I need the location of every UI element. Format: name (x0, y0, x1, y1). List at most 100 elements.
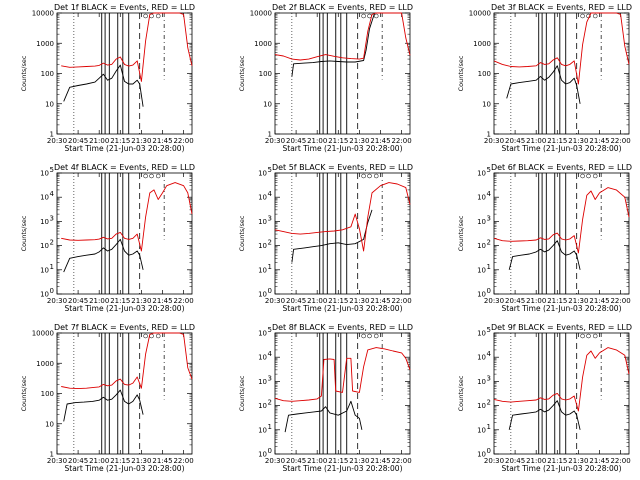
y-tick-label: 10000 (469, 10, 491, 18)
x-tick-label: 21:30 (349, 137, 369, 145)
y-tick-label: 10 (258, 330, 267, 338)
event-flag-icon (361, 13, 366, 19)
x-tick-label: 21:00 (526, 297, 546, 305)
panel-title: Det 3f BLACK = Events, RED = LLD (491, 3, 632, 12)
event-flag-icon (374, 173, 379, 179)
x-tick-label: 22:00 (391, 297, 411, 305)
panel-title: Det 2f BLACK = Events, RED = LLD (272, 3, 413, 12)
y-axis-label: Counts/sec (457, 55, 465, 91)
y-tick-label: 1000 (473, 40, 491, 48)
x-tick-label: 22:00 (610, 297, 630, 305)
plot-frame (493, 332, 630, 455)
lld-series-line (493, 347, 630, 412)
x-tick-label: 21:00 (526, 457, 546, 465)
x-tick-label: 20:30 (47, 297, 67, 305)
y-tick-exponent: 0 (268, 287, 272, 295)
y-tick-label: 10 (477, 242, 486, 250)
event-flag-icon (586, 173, 591, 179)
x-tick-label: 21:00 (526, 137, 546, 145)
y-tick-label: 10 (258, 291, 267, 299)
y-tick-label: 10 (258, 218, 267, 226)
x-tick-label: 21:15 (110, 297, 130, 305)
events-series-line (63, 238, 144, 273)
event-flag-icon (367, 333, 372, 339)
y-axis-label: Counts/sec (238, 375, 246, 411)
x-tick-label: 21:30 (568, 297, 588, 305)
plot-frame (56, 12, 193, 135)
event-flag-icon (156, 13, 161, 19)
plot-frame (493, 12, 630, 135)
panel-title: Det 7f BLACK = Events, RED = LLD (54, 323, 195, 332)
x-axis-label: Start Time (21-Jun-03 20:28:00) (65, 304, 185, 313)
x-tick-label: 20:30 (265, 457, 285, 465)
x-tick-label: 20:45 (505, 457, 525, 465)
x-tick-label: 20:45 (286, 457, 306, 465)
y-tick-label: 10 (258, 266, 267, 274)
x-tick-label: 20:30 (484, 137, 504, 145)
plot-frame (274, 172, 411, 295)
y-tick-exponent: 2 (50, 239, 54, 247)
x-axis-label: Start Time (21-Jun-03 20:28:00) (502, 304, 622, 313)
y-axis-label: Counts/sec (238, 55, 246, 91)
x-axis-label: Start Time (21-Jun-03 20:28:00) (65, 144, 185, 153)
y-tick-exponent: 3 (50, 214, 54, 222)
event-flag-icon (143, 173, 148, 179)
x-tick-label: 22:00 (173, 137, 193, 145)
x-tick-label: 21:45 (370, 137, 390, 145)
y-tick-label: 10 (477, 330, 486, 338)
y-tick-label: 10 (477, 378, 486, 386)
plot-frame (274, 332, 411, 455)
panel-title: Det 8f BLACK = Events, RED = LLD (272, 323, 413, 332)
y-tick-exponent: 3 (487, 214, 491, 222)
y-tick-label: 1 (50, 131, 54, 139)
y-tick-exponent: 5 (50, 166, 54, 174)
x-tick-label: 20:45 (505, 137, 525, 145)
x-tick-label: 21:30 (568, 137, 588, 145)
x-tick-label: 22:00 (173, 297, 193, 305)
y-tick-label: 10 (40, 170, 49, 178)
panel-6: Det 6f BLACK = Events, RED = LLD 20:30 20:… (457, 163, 632, 313)
events-series-line (63, 389, 144, 422)
events-series-line (291, 209, 373, 263)
y-tick-label: 10 (40, 266, 49, 274)
x-axis-label: Start Time (21-Jun-03 20:28:00) (283, 304, 403, 313)
y-tick-exponent: 4 (268, 350, 273, 358)
event-flag-icon (586, 333, 591, 339)
event-flag-icon (367, 173, 372, 179)
y-tick-exponent: 0 (50, 287, 54, 295)
y-axis-label: Counts/sec (20, 215, 28, 251)
event-flag-icon (593, 173, 598, 179)
y-tick-exponent: 3 (268, 374, 272, 382)
x-tick-label: 21:30 (131, 137, 151, 145)
x-tick-label: 20:30 (265, 137, 285, 145)
y-tick-exponent: 5 (268, 326, 272, 334)
lld-series-line (274, 12, 411, 61)
x-tick-label: 21:30 (349, 457, 369, 465)
y-tick-label: 100 (41, 390, 54, 398)
lld-series-line (493, 12, 630, 85)
x-tick-label: 20:45 (286, 297, 306, 305)
y-tick-exponent: 0 (487, 447, 491, 455)
lld-series-line (493, 187, 630, 254)
event-flag-icon (143, 13, 148, 19)
event-flag-icon (361, 333, 366, 339)
x-tick-label: 21:45 (152, 457, 172, 465)
x-tick-label: 21:15 (547, 297, 567, 305)
y-tick-label: 10 (258, 378, 267, 386)
y-tick-label: 10 (40, 218, 49, 226)
y-tick-label: 10 (45, 420, 54, 428)
x-tick-label: 21:15 (110, 457, 130, 465)
y-tick-label: 10 (40, 291, 49, 299)
x-axis-label: Start Time (21-Jun-03 20:28:00) (502, 144, 622, 153)
y-tick-label: 1 (487, 131, 491, 139)
event-flag-icon (149, 173, 154, 179)
y-tick-exponent: 5 (487, 326, 491, 334)
x-tick-label: 20:45 (68, 297, 88, 305)
x-tick-label: 22:00 (173, 457, 193, 465)
y-tick-label: 10 (482, 100, 491, 108)
y-tick-exponent: 4 (50, 190, 55, 198)
x-tick-label: 21:00 (307, 297, 327, 305)
plot-frame (56, 332, 193, 455)
